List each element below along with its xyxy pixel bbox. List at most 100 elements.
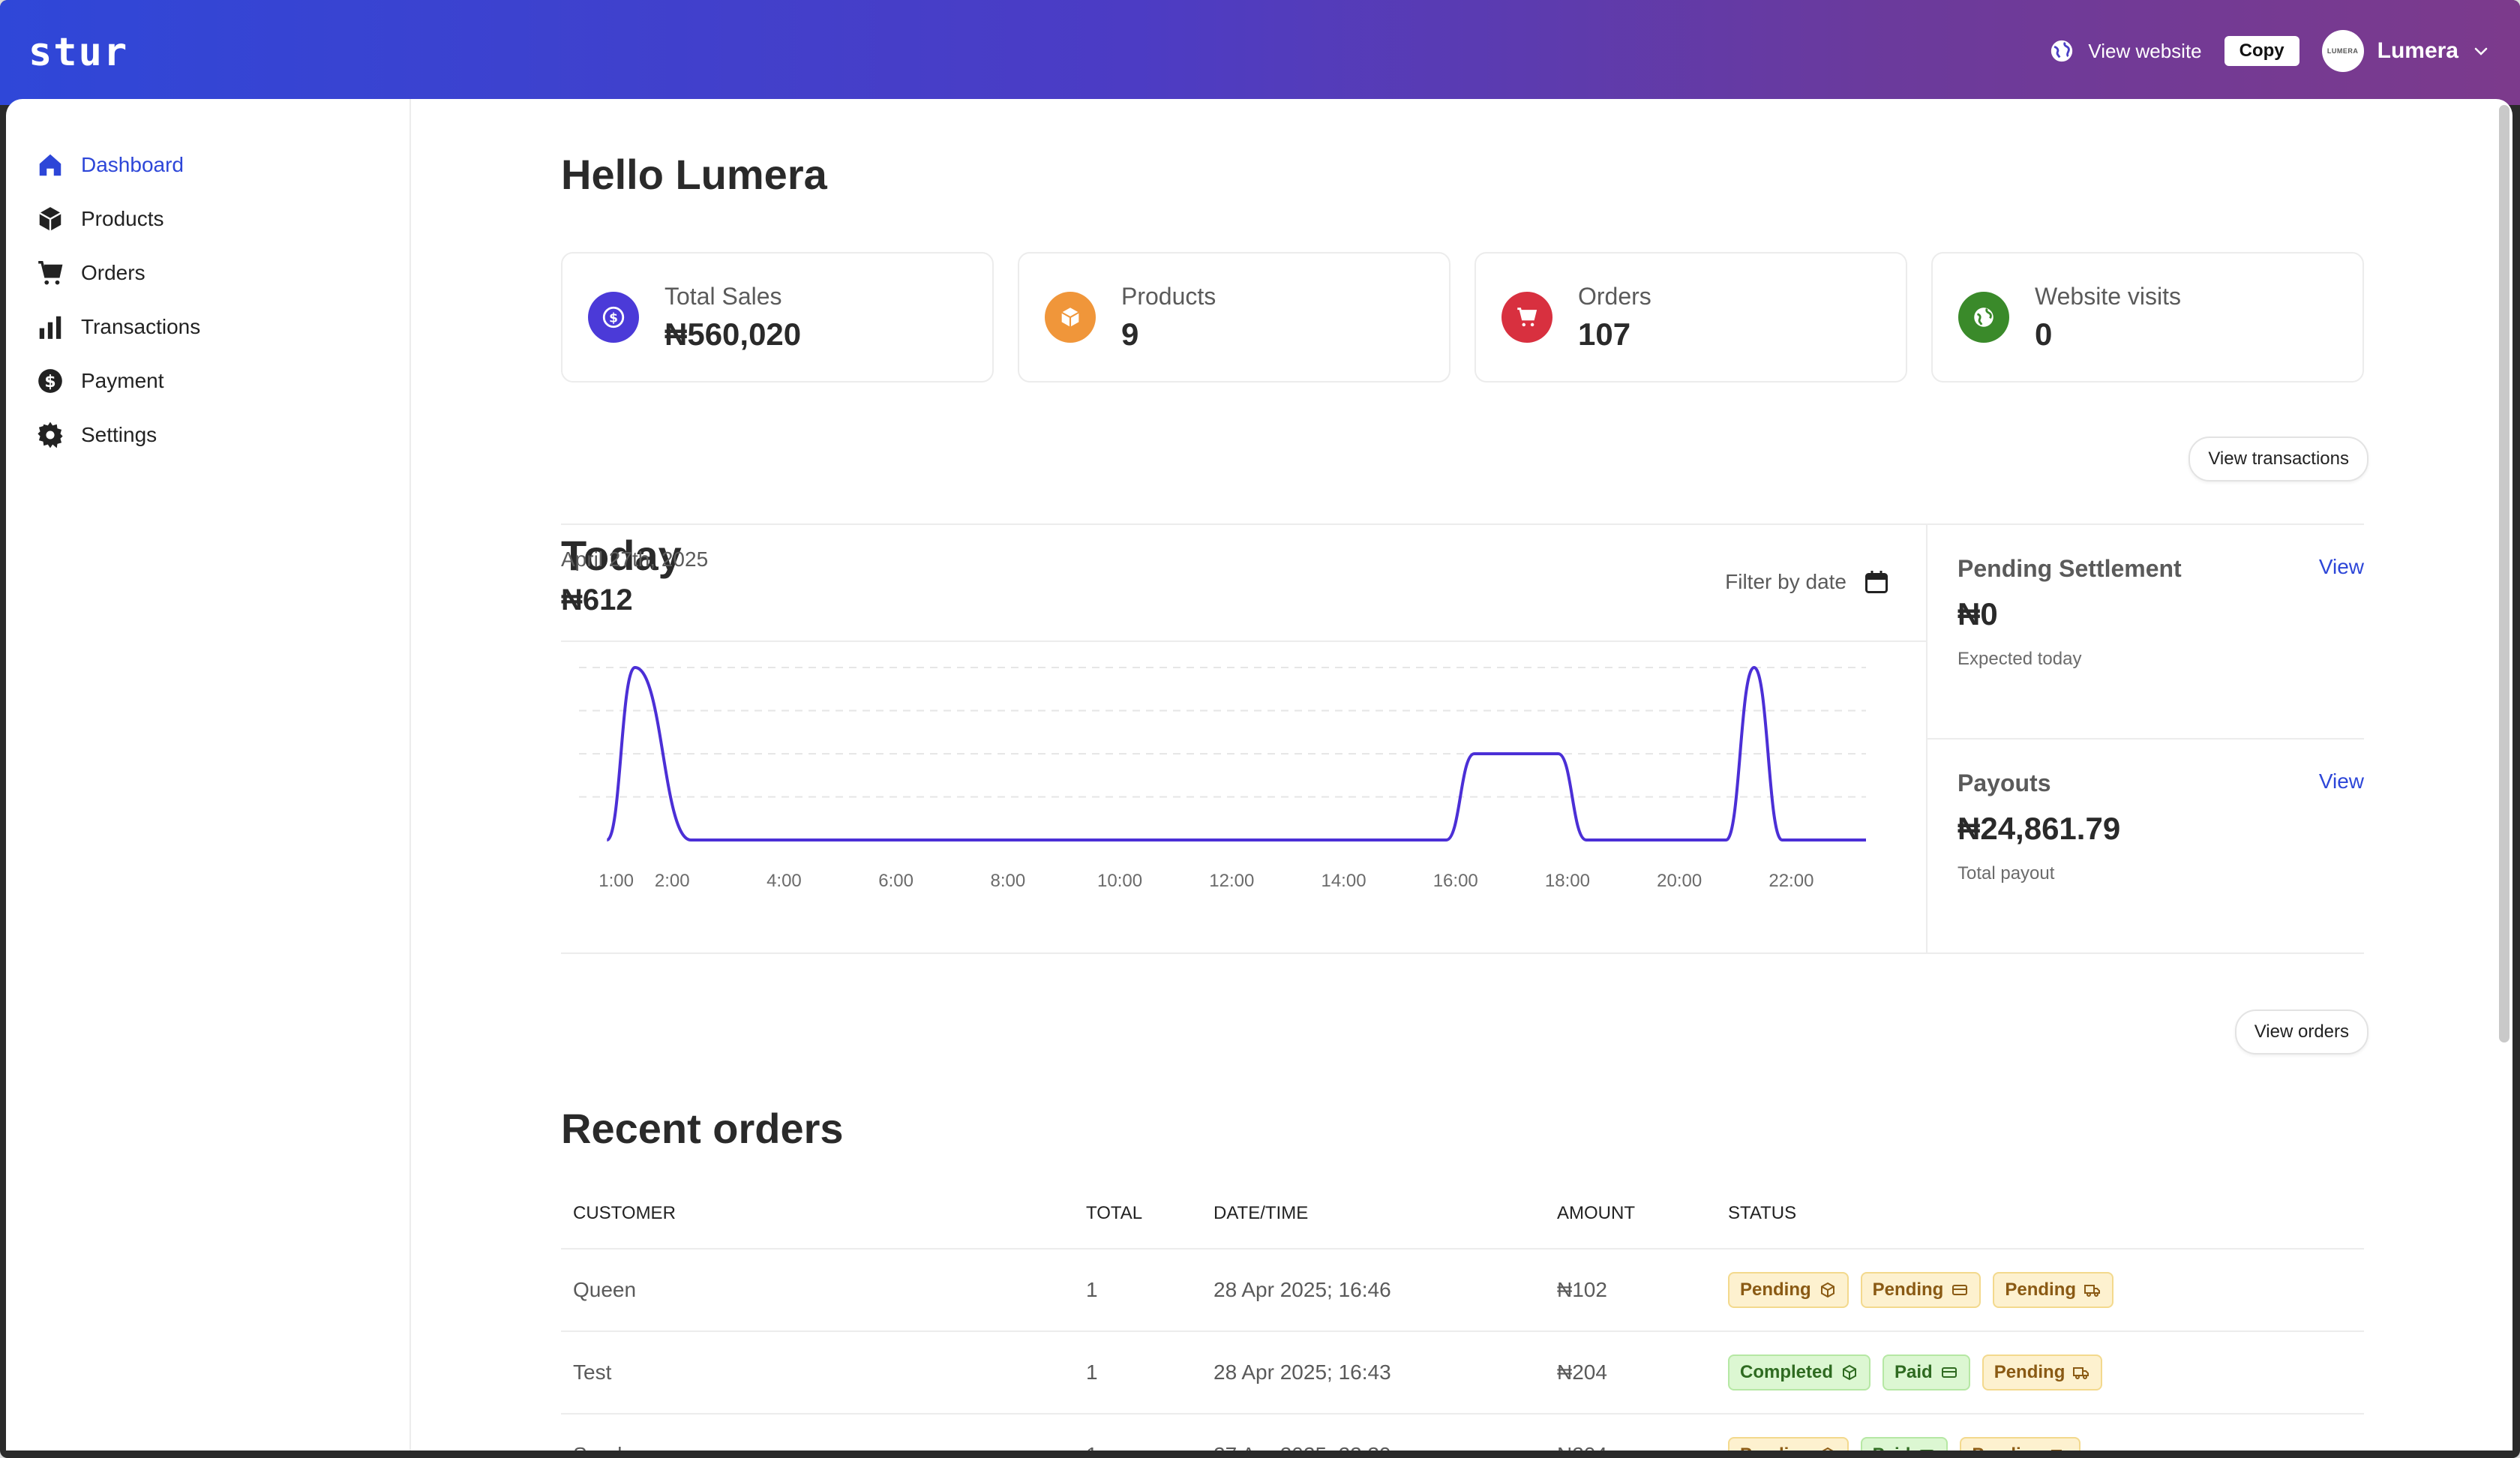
page-title: Hello Lumera [561,151,827,198]
status-badge: Pending [1993,1272,2114,1308]
pending-settlement-sub: Expected today [1958,649,2082,669]
x-tick-label: 10:00 [1097,871,1142,891]
table-row[interactable]: Sandra127 Apr 2025; 22:39₦204 Pending Paid… [561,1414,2364,1450]
payouts-sub: Total payout [1958,863,2055,884]
box-outline-icon [1840,1364,1858,1382]
sidebar-item-transactions[interactable]: Transactions [6,300,410,354]
svg-text:$: $ [44,372,56,392]
stat-card-website-visits[interactable]: Website visits 0 [1931,252,2364,382]
table-row[interactable]: Test 1 28 Apr 2025; 16:43 ₦204 Completed Paid… [561,1332,2364,1414]
amount-cell: ₦204 [1557,1443,1728,1450]
total-cell: 1 [1086,1443,1214,1450]
col-status: STATUS [1728,1203,1797,1223]
sidebar-item-products[interactable]: Products [6,192,410,246]
view-website-label: View website [2088,39,2202,62]
avatar: LUMERA [2321,30,2364,72]
x-tick-label: 8:00 [991,871,1026,891]
customer-cell: Sandra [561,1443,1086,1450]
total-cell: 1 [1086,1360,1098,1384]
card-icon [1940,1364,1958,1382]
x-tick-label: 22:00 [1768,871,1814,891]
copy-button[interactable]: Copy [2224,36,2300,66]
table-header: CUSTOMER TOTAL DATE/TIME AMOUNT STATUS [561,1179,2364,1250]
payouts-view-link[interactable]: View [2318,770,2364,793]
view-transactions-button[interactable]: View transactions [2188,436,2368,482]
today-panel: April 27th, 2025 ₦612 Filter by date 1:0… [561,524,2364,954]
amount-cell: ₦102 [1557,1278,1607,1301]
x-tick-label: 12:00 [1209,871,1254,891]
status-badge-label: Completed [1740,1362,1834,1382]
top-bar-actions: View website Copy LUMERA Lumera [2049,30,2490,72]
globe-icon [1958,292,2009,343]
view-orders-button[interactable]: View orders [2234,1010,2368,1054]
stat-card-orders[interactable]: Orders 107 [1474,252,1907,382]
scrollbar[interactable] [2499,105,2510,1042]
x-tick-label: 1:00 [598,871,634,891]
status-badge-label: Pending [1740,1280,1811,1300]
stat-value: ₦560,020 [664,316,802,352]
sales-line-chart: 1:00 2:00 4:00 6:00 8:00 10:00 12:00 14:00 16:00… [579,665,1866,891]
status-badge: Pending [1728,1272,1849,1308]
pending-settlement-card: Pending Settlement View ₦0 Expected toda… [1928,555,2364,670]
series-line [606,665,1866,842]
box-outline-icon [1819,1281,1837,1299]
x-tick-label: 18:00 [1545,871,1590,891]
status-badge: Pending [1860,1272,1982,1308]
stat-label: Orders [1578,282,1652,310]
brand-logo[interactable]: stur [28,30,129,75]
stat-card-total-sales[interactable]: $ Total Sales ₦560,020 [561,252,994,382]
bar-chart-icon [36,313,64,341]
recent-orders-title: Recent orders [561,1105,844,1152]
content-panel: Dashboard Products Orders Transactions [6,99,2512,1450]
truck-icon [2050,1446,2068,1450]
status-cell: Completed Paid Pending [1728,1354,2364,1390]
stat-label: Products [1121,282,1216,310]
chevron-down-icon [2472,42,2490,60]
box-outline-icon [1819,1446,1837,1450]
col-total: TOTAL [1086,1203,1143,1223]
stat-card-products[interactable]: Products 9 [1018,252,1450,382]
box-icon [36,205,64,233]
sidebar-item-orders[interactable]: Orders [6,246,410,300]
filter-by-date[interactable]: Filter by date [1725,568,1890,596]
stat-label: Total Sales [664,282,782,310]
sidebar-item-label: Settings [81,423,158,446]
status-cell: Pending Paid Pending [1728,1437,2364,1450]
x-tick-label: 6:00 [878,871,914,891]
globe-icon [2049,38,2074,64]
view-website-link[interactable]: View website [2049,38,2202,64]
datetime-cell: 28 Apr 2025; 16:43 [1214,1360,1391,1384]
dollar-icon: $ [588,292,639,343]
x-tick-label: 20:00 [1657,871,1702,891]
sidebar-item-dashboard[interactable]: Dashboard [6,138,410,192]
status-badge: Pending [1960,1437,2081,1450]
payouts-title: Payouts [1958,770,2051,796]
sidebar-item-label: Payment [81,369,164,392]
home-icon [36,151,64,179]
sidebar-item-settings[interactable]: Settings [6,408,410,462]
x-tick-label: 14:00 [1321,871,1366,891]
stat-value: 9 [1121,316,1139,352]
x-tick-label: 2:00 [655,871,690,891]
card-icon [1918,1446,1936,1450]
total-cell: 1 [1086,1278,1098,1301]
sidebar-item-label: Dashboard [81,153,184,176]
stat-value: 107 [1578,316,1631,352]
status-badge: Paid [1860,1437,1948,1450]
col-customer: CUSTOMER [573,1203,676,1223]
pending-settlement-title: Pending Settlement [1958,555,2182,582]
stats-row: $ Total Sales ₦560,020 Products 9 [561,252,2364,382]
status-badge-label: Pending [2005,1280,2077,1300]
pending-view-link[interactable]: View [2318,555,2364,578]
filter-label: Filter by date [1725,570,1846,593]
table-row[interactable]: Queen 1 28 Apr 2025; 16:46 ₦102 Pending Pendi… [561,1250,2364,1332]
account-menu[interactable]: LUMERA Lumera [2321,30,2490,72]
box-icon [1045,292,1096,343]
stat-label: Website visits [2035,282,2182,310]
truck-icon [2084,1281,2102,1299]
sidebar-item-label: Transactions [81,315,201,338]
sidebar-item-payment[interactable]: $ Payment [6,354,410,408]
chart-total: ₦612 [561,584,633,616]
status-badge: Completed [1728,1354,1871,1390]
